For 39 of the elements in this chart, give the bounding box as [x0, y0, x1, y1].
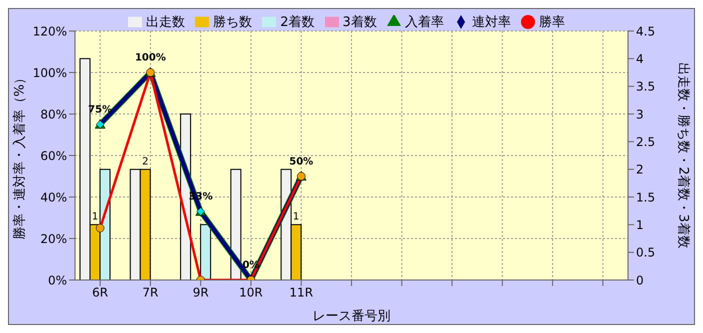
x-tick-label: 10R	[239, 286, 263, 300]
x-axis-title: レース番号別	[312, 309, 390, 324]
y2-tick-label: 0	[636, 273, 644, 288]
y-tick-label: 0%	[48, 273, 67, 288]
y2-tick-label: 3	[636, 107, 644, 122]
y-tick-label: 20%	[40, 232, 67, 246]
y2-tick-label: 2.5	[636, 134, 656, 149]
x-tick-label: 6R	[92, 286, 108, 300]
legend-label: 入着率	[404, 15, 444, 30]
data-label: 2	[142, 156, 148, 168]
bar	[230, 168, 242, 280]
data-label: 100%	[134, 52, 166, 64]
data-label: 1	[92, 212, 98, 223]
y2-tick-label: 1.5	[636, 190, 656, 204]
y2-tick-label: 1	[636, 218, 644, 232]
legend-label: 連対率	[472, 15, 511, 30]
y2-tick-label: 4.5	[636, 24, 656, 38]
legend-label: 3着数	[342, 15, 377, 30]
data-label: 50%	[289, 156, 314, 168]
y2-tick-label: 0.5	[636, 246, 656, 260]
y2-axis-title: 出走数・勝ち数・2着数・3着数	[675, 62, 692, 248]
x-tick-label: 11R	[289, 286, 314, 300]
bar	[200, 224, 212, 280]
y2-tick-label: 3.5	[636, 80, 656, 94]
data-label: 1	[292, 212, 300, 223]
y2-tick-label: 2	[636, 162, 644, 177]
legend-label: 勝率	[538, 15, 565, 30]
y-tick-label: 80%	[40, 107, 67, 122]
y-axis-title: 勝率・連対率・入着率（%）	[12, 71, 28, 240]
y2-tick-label: 4	[636, 52, 644, 66]
y-tick-label: 120%	[32, 24, 67, 38]
y-tick-label: 60%	[40, 148, 67, 163]
y-tick-label: 40%	[40, 190, 67, 204]
x-tick-label: 9R	[192, 286, 209, 300]
legend-label: 出走数	[146, 15, 186, 30]
x-tick-label: 7R	[142, 286, 158, 300]
legend-label: 勝ち数	[213, 15, 252, 30]
y-tick-label: 100%	[32, 66, 67, 80]
legend-label: 2着数	[280, 15, 314, 30]
